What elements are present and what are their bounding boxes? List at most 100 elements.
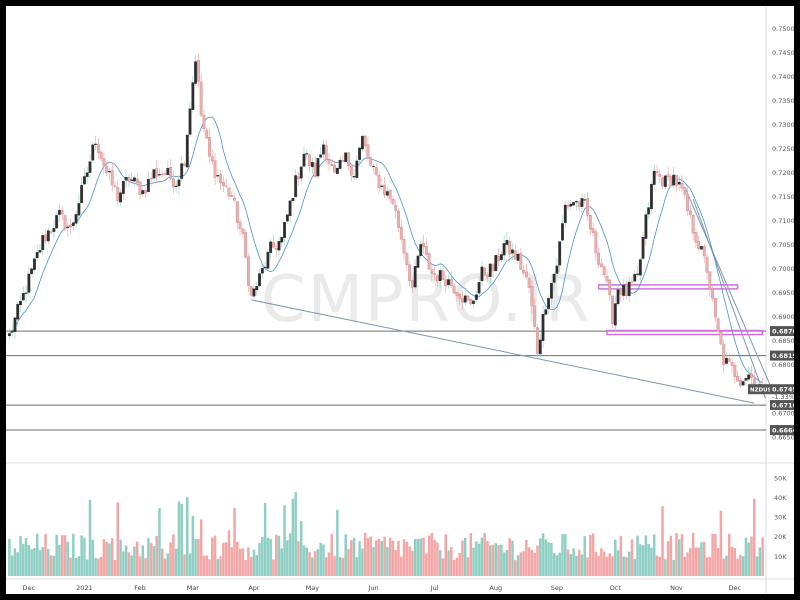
volume-bar [491, 544, 495, 576]
volume-bar [477, 543, 481, 576]
volume-bar [677, 539, 681, 576]
volume-bar [316, 548, 320, 576]
price-volume-chart[interactable]: CMPRO.IR0.750000.745000.740000.735000.73… [6, 6, 794, 594]
candle-body [424, 245, 428, 255]
volume-bar [664, 559, 667, 576]
volume-bar [83, 537, 86, 576]
candle-body [194, 61, 198, 84]
volume-bar [566, 549, 570, 576]
candle-body [233, 197, 236, 201]
candle-body [394, 205, 398, 211]
volume-bar [666, 541, 670, 576]
volume-bar [233, 508, 236, 576]
volume-bar [488, 545, 492, 576]
volume-bar [375, 540, 378, 576]
volume-bar [555, 555, 559, 576]
volume-bar [527, 547, 531, 576]
volume-bar [358, 541, 361, 576]
volume-bar [433, 539, 436, 576]
candle-body [180, 163, 184, 179]
time-tick-label: Sep [551, 584, 563, 592]
candle-body [391, 199, 395, 205]
candle-body [347, 152, 350, 167]
candle-body [119, 192, 122, 203]
candle-body [449, 279, 453, 286]
candle-body [135, 178, 139, 184]
candle-body [58, 209, 61, 215]
volume-bar [461, 540, 464, 576]
trend-line [692, 198, 766, 399]
volume-bar [372, 546, 375, 576]
candle-body [196, 60, 200, 82]
volume-bar [483, 532, 486, 576]
volume-bar [636, 535, 639, 576]
candle-body [166, 167, 170, 176]
candle-body [297, 176, 300, 180]
zone-box [597, 284, 739, 290]
candle-body [108, 171, 111, 173]
candle-body [555, 265, 559, 274]
volume-bar [463, 537, 467, 576]
volume-bar [552, 553, 556, 576]
volume-bar [761, 537, 764, 576]
candle-body [202, 115, 206, 129]
volume-bar [119, 539, 122, 576]
volume-bar [138, 556, 142, 576]
volume-bar [500, 544, 503, 576]
candle-body [44, 234, 47, 241]
volume-bar [669, 535, 673, 576]
moving-average-line [9, 116, 763, 383]
volume-bar [22, 543, 25, 576]
candle-body [30, 268, 34, 274]
volume-bar [413, 538, 417, 576]
symbol-label: NZDUSD [750, 388, 777, 394]
candle-body [399, 227, 403, 240]
candle-body [341, 160, 345, 162]
candle-body [691, 215, 695, 234]
volume-bar [525, 539, 528, 576]
candle-body [422, 243, 425, 247]
candle-body [358, 147, 361, 160]
volume-bar [155, 536, 158, 576]
candle-body [405, 253, 409, 265]
volume-bar [99, 556, 103, 576]
candle-body [602, 266, 606, 276]
volume-bar [680, 534, 684, 576]
volume-bar [589, 534, 592, 576]
volume-bar [91, 539, 95, 576]
volume-bar [172, 534, 175, 576]
candle-body [183, 163, 186, 166]
volume-bar [116, 502, 120, 576]
volume-bar [191, 515, 195, 576]
volume-bar [450, 547, 453, 576]
candle-body [616, 289, 620, 305]
volume-bar [619, 535, 623, 576]
volume-bar [85, 559, 89, 576]
candle-body [583, 199, 587, 201]
volume-bar [77, 556, 81, 576]
volume-bar [711, 533, 714, 576]
candle-body [572, 202, 576, 206]
volume-bar [291, 498, 295, 576]
volume-bar [719, 510, 723, 576]
volume-bar [516, 555, 520, 576]
candle-body [260, 268, 264, 274]
candle-body [750, 373, 753, 378]
volume-bar [700, 542, 703, 576]
candle-body [527, 277, 531, 288]
candle-body [483, 267, 487, 276]
volume-bar [366, 538, 370, 576]
candle-body [46, 230, 50, 242]
volume-bar [577, 549, 581, 576]
volume-bar [533, 552, 536, 576]
candle-body [705, 256, 709, 273]
volume-bar [377, 538, 381, 576]
volume-bar [430, 532, 434, 576]
volume-bar [252, 549, 256, 576]
volume-bar [744, 537, 748, 576]
candle-body [113, 185, 117, 187]
volume-bar [380, 541, 384, 576]
